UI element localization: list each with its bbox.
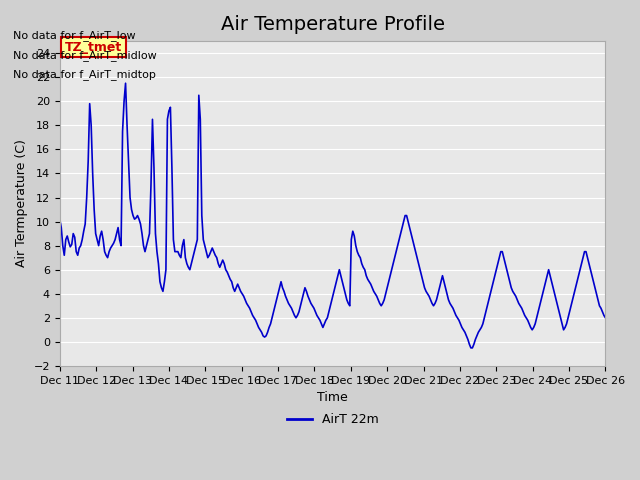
X-axis label: Time: Time xyxy=(317,391,348,404)
Legend: AirT 22m: AirT 22m xyxy=(282,408,383,431)
Title: Air Temperature Profile: Air Temperature Profile xyxy=(221,15,445,34)
Text: No data for f_AirT_low: No data for f_AirT_low xyxy=(13,30,136,41)
Text: TZ_tmet: TZ_tmet xyxy=(65,41,122,54)
Y-axis label: Air Termperature (C): Air Termperature (C) xyxy=(15,140,28,267)
Text: No data for f_AirT_midtop: No data for f_AirT_midtop xyxy=(13,69,156,80)
Text: No data for f_AirT_midlow: No data for f_AirT_midlow xyxy=(13,49,157,60)
